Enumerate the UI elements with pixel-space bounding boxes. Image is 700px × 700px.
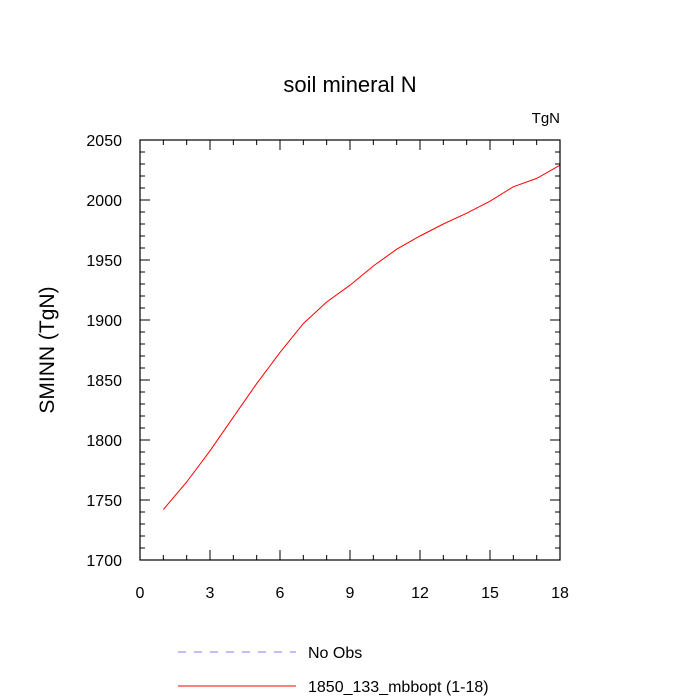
x-tick-label: 3 <box>206 585 215 602</box>
x-tick-label: 6 <box>276 585 285 602</box>
series-layer <box>162 164 561 510</box>
y-tick-label: 1800 <box>86 433 122 450</box>
y-tick-label: 1850 <box>86 373 122 390</box>
y-tick-label: 1700 <box>86 553 122 570</box>
x-tick-label: 9 <box>346 585 355 602</box>
units-label: TgN <box>532 110 560 127</box>
legend-label: 1850_133_mbbopt (1-18) <box>308 679 489 696</box>
chart-title: soil mineral N <box>283 72 416 97</box>
y-tick-label: 1750 <box>86 493 122 510</box>
y-tick-label: 2050 <box>86 133 122 150</box>
plot-frame <box>139 139 561 561</box>
x-tick-label: 0 <box>136 585 145 602</box>
x-tick-label: 12 <box>411 585 429 602</box>
ticks-layer: 0 3 6 9 12 15 18 1700 1750 1800 1850 1900 1950 2000 20… <box>86 133 569 602</box>
y-tick-label: 1900 <box>86 313 122 330</box>
y-tick-label: 2000 <box>86 193 122 210</box>
x-tick-label: 15 <box>481 585 499 602</box>
x-tick-label: 18 <box>551 585 569 602</box>
series-line <box>162 164 561 510</box>
legend: No Obs 1850_133_mbbopt (1-18) <box>178 645 489 696</box>
legend-label: No Obs <box>308 645 362 662</box>
y-axis-label: SMINN (TgN) <box>36 286 59 413</box>
y-tick-label: 1950 <box>86 253 122 270</box>
